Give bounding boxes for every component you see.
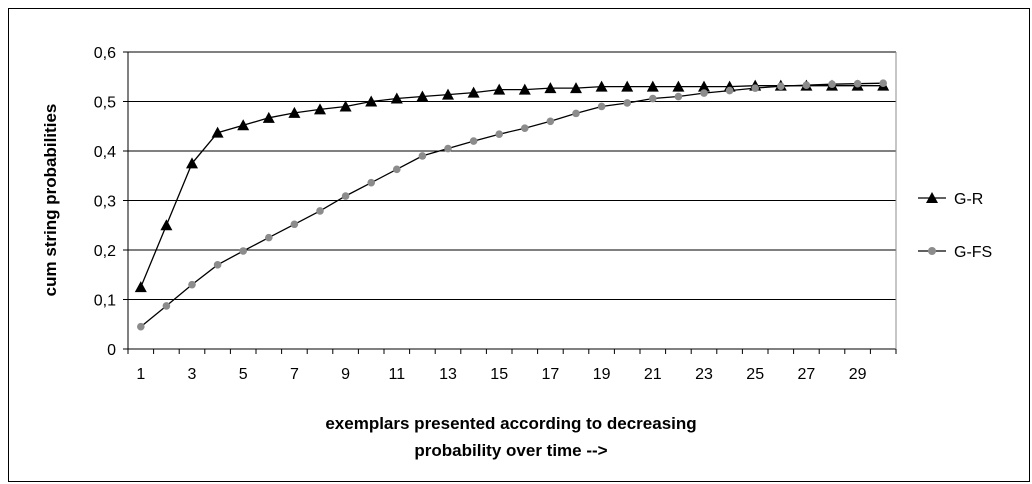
x-tick-label: 15 [490,366,508,383]
data-point [341,192,350,200]
data-point [188,280,196,289]
data-point [339,100,352,112]
data-point [314,103,326,115]
data-point [469,137,478,145]
data-point [495,130,504,138]
x-tick-label: 1 [136,366,145,383]
data-point [698,80,710,92]
legend-label-g-r: G-R [954,191,983,208]
data-point [213,261,222,269]
data-point [725,86,734,95]
series-line-g-fs [140,82,884,328]
data-point [674,92,683,101]
x-tick-labels: 1 3 5 7 9 11 13 15 17 19 21 23 25 27 29 [136,366,866,383]
data-point [137,322,145,331]
data-point [672,80,685,92]
x-axis-title-line-2: probability over time --> [414,441,607,460]
y-tick-label: 0,4 [94,144,116,161]
x-tick-label: 29 [849,366,867,383]
data-point [570,82,582,94]
data-point [416,90,429,102]
x-tick-label: 17 [542,366,560,383]
data-point [621,80,634,92]
x-tick-label: 9 [341,366,350,383]
series-group [134,79,890,331]
data-point [595,80,608,92]
data-point [879,79,887,87]
data-point [623,99,631,107]
y-tick-label: 0,5 [94,95,116,112]
x-tick-label: 11 [388,366,405,383]
legend-marker-g-r [926,192,938,203]
x-axis-title-line-1: exemplars presented according to decreas… [325,414,696,433]
y-tick-label: 0 [107,342,116,359]
data-point [237,119,250,131]
x-tick-label: 3 [188,366,197,383]
data-point [649,94,657,103]
data-point [134,281,147,293]
data-point [521,124,529,133]
y-tick-label: 0,6 [94,45,116,62]
data-point [646,80,659,92]
data-point [544,82,557,94]
data-point [518,83,531,95]
y-tick-label: 0,2 [94,243,116,260]
data-point [262,111,275,123]
data-point [493,83,506,95]
data-point [777,82,785,90]
data-point [418,152,427,160]
grid-lines [128,51,896,300]
data-point [393,165,401,174]
data-point [162,302,171,310]
data-point [290,220,299,229]
data-point [828,80,836,88]
x-tick-label: 23 [695,366,713,383]
legend-marker-g-fs [928,247,936,255]
y-tick-labels: 0 0,1 0,2 0,3 0,4 0,5 0,6 [94,45,116,359]
series-g-fs [137,79,887,331]
data-point [467,86,480,98]
data-point [597,102,606,111]
data-point [444,144,452,153]
data-point [186,157,198,169]
legend-item-g-r: G-R [918,191,983,208]
data-point [265,233,273,242]
data-point [367,178,376,187]
data-point [546,117,555,126]
x-tick-label: 25 [746,366,764,383]
data-point [365,95,378,107]
x-tick-label: 5 [239,366,248,383]
data-point [390,92,403,104]
data-point [751,84,759,92]
data-point [211,126,224,138]
data-point [239,247,247,255]
data-point [160,219,173,231]
axes [123,51,897,354]
data-point [288,106,301,118]
x-tick-label: 19 [593,366,611,383]
x-tick-label: 27 [798,366,816,383]
data-point [700,89,708,97]
legend-item-g-fs: G-FS [918,244,992,261]
x-tick-label: 13 [439,366,457,383]
data-point [853,79,862,88]
y-tick-label: 0,3 [94,194,116,211]
y-axis-title: cum string probabilities [41,104,60,297]
legend: G-R G-FS [918,191,992,261]
data-point [572,109,580,118]
x-tick-label: 7 [290,366,299,383]
data-point [802,81,811,89]
data-point [442,88,454,100]
x-tick-label: 21 [644,366,662,383]
legend-label-g-fs: G-FS [954,244,992,261]
series-g-r [134,79,890,293]
y-tick-label: 0,1 [94,293,116,310]
data-point [316,207,324,215]
series-line-g-r [140,85,884,288]
